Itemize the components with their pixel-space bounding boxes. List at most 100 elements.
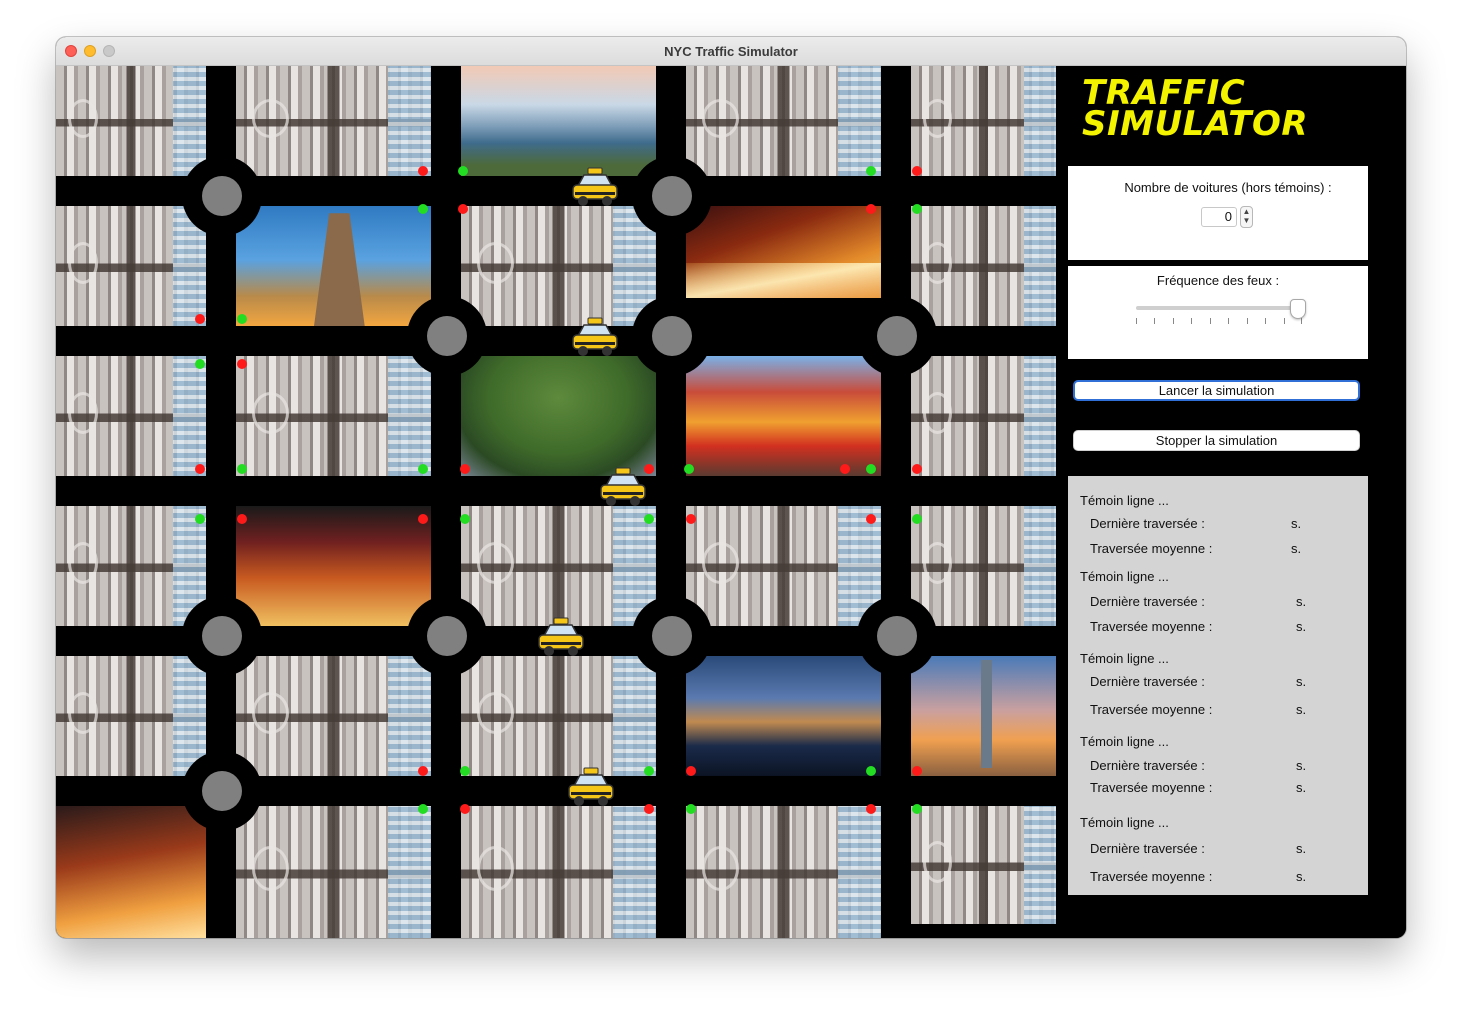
traffic-light-green bbox=[684, 464, 694, 474]
traffic-light-red bbox=[418, 514, 428, 524]
average-crossing-label: Traversée moyenne : bbox=[1090, 702, 1213, 717]
city-block bbox=[56, 506, 206, 626]
city-block bbox=[911, 356, 1056, 476]
minimize-window-button[interactable] bbox=[84, 45, 96, 57]
last-crossing-unit: s. bbox=[1291, 516, 1302, 531]
roundabout-icon bbox=[857, 296, 937, 376]
traffic-light-red bbox=[644, 464, 654, 474]
roundabout-icon bbox=[632, 156, 712, 236]
traffic-light-red bbox=[866, 804, 876, 814]
city-block bbox=[461, 656, 656, 776]
last-crossing-unit: s. bbox=[1296, 594, 1307, 609]
traffic-light-green bbox=[644, 514, 654, 524]
stop-simulation-button[interactable]: Stopper la simulation bbox=[1073, 430, 1360, 451]
traffic-light-red bbox=[866, 204, 876, 214]
city-block bbox=[56, 656, 206, 776]
roundabout-icon bbox=[857, 596, 937, 676]
witness-title: Témoin ligne ... bbox=[1080, 569, 1169, 584]
taxi-icon bbox=[572, 317, 618, 356]
city-block bbox=[911, 206, 1056, 326]
flatiron-building-photo bbox=[236, 206, 431, 326]
brooklyn-bridge-photo bbox=[686, 656, 881, 776]
traffic-light-red bbox=[418, 166, 428, 176]
close-window-button[interactable] bbox=[65, 45, 77, 57]
average-crossing-label: Traversée moyenne : bbox=[1090, 780, 1213, 795]
traffic-light-red bbox=[686, 514, 696, 524]
city-block bbox=[461, 806, 656, 938]
statue-of-liberty-photo bbox=[461, 66, 656, 176]
stepper-arrows[interactable]: ▲ ▼ bbox=[1240, 206, 1253, 228]
traffic-light-green bbox=[912, 204, 922, 214]
control-panel: TRAFFIC SIMULATOR Nombre de voitures (ho… bbox=[1056, 66, 1406, 938]
witness-title: Témoin ligne ... bbox=[1080, 815, 1169, 830]
city-block bbox=[236, 806, 431, 938]
last-crossing-label: Dernière traversée : bbox=[1090, 674, 1205, 689]
average-crossing-label: Traversée moyenne : bbox=[1090, 869, 1213, 884]
traffic-light-red bbox=[460, 804, 470, 814]
witness-stats-panel: Témoin ligne ... Dernière traversée : s.… bbox=[1068, 476, 1368, 895]
times-square-traffic-photo bbox=[56, 806, 206, 938]
city-block bbox=[911, 506, 1056, 626]
frequency-slider-track[interactable] bbox=[1136, 306, 1302, 310]
chevron-up-icon[interactable]: ▲ bbox=[1242, 207, 1251, 216]
traffic-light-green bbox=[912, 514, 922, 524]
last-crossing-unit: s. bbox=[1296, 674, 1307, 689]
traffic-light-red bbox=[644, 804, 654, 814]
city-block bbox=[911, 66, 1056, 176]
logo-line-2: SIMULATOR bbox=[1082, 104, 1309, 144]
logo-line-1: TRAFFIC bbox=[1082, 73, 1246, 113]
traffic-light-green bbox=[686, 804, 696, 814]
city-block bbox=[461, 206, 656, 326]
average-crossing-unit: s. bbox=[1296, 702, 1307, 717]
taxi-icon bbox=[568, 767, 614, 806]
start-simulation-button[interactable]: Lancer la simulation bbox=[1073, 380, 1360, 401]
chevron-down-icon[interactable]: ▼ bbox=[1242, 216, 1251, 225]
traffic-light-green bbox=[644, 766, 654, 776]
traffic-light-red bbox=[458, 204, 468, 214]
roundabout-icon bbox=[182, 596, 262, 676]
roundabout-icon bbox=[407, 596, 487, 676]
traffic-light-red bbox=[237, 359, 247, 369]
traffic-light-green bbox=[237, 314, 247, 324]
traffic-light-green bbox=[237, 464, 247, 474]
traffic-light-red bbox=[912, 766, 922, 776]
last-crossing-label: Dernière traversée : bbox=[1090, 841, 1205, 856]
traffic-light-green bbox=[418, 204, 428, 214]
central-park-photo bbox=[461, 356, 656, 476]
city-block bbox=[236, 66, 431, 176]
city-block bbox=[236, 656, 431, 776]
last-crossing-unit: s. bbox=[1296, 841, 1307, 856]
city-block bbox=[56, 356, 206, 476]
frequency-slider-ticks bbox=[1136, 318, 1302, 324]
average-crossing-unit: s. bbox=[1291, 541, 1302, 556]
witness-title: Témoin ligne ... bbox=[1080, 493, 1169, 508]
frequency-slider-thumb[interactable] bbox=[1290, 299, 1306, 319]
roundabout-icon bbox=[407, 296, 487, 376]
city-block bbox=[461, 506, 656, 626]
average-crossing-label: Traversée moyenne : bbox=[1090, 541, 1213, 556]
last-crossing-label: Dernière traversée : bbox=[1090, 594, 1205, 609]
city-block bbox=[911, 806, 1056, 924]
last-crossing-label: Dernière traversée : bbox=[1090, 758, 1205, 773]
traffic-light-red bbox=[418, 766, 428, 776]
traffic-light-green bbox=[866, 766, 876, 776]
car-count-stepper[interactable]: 0 ▲ ▼ bbox=[1201, 206, 1255, 228]
last-crossing-unit: s. bbox=[1296, 758, 1307, 773]
roundabout-icon bbox=[632, 596, 712, 676]
traffic-light-red bbox=[866, 514, 876, 524]
car-count-field[interactable]: 0 bbox=[1201, 207, 1237, 227]
city-block bbox=[236, 356, 431, 476]
traffic-light-green bbox=[195, 359, 205, 369]
times-square-photo bbox=[686, 206, 881, 298]
roundabout-icon bbox=[182, 751, 262, 831]
traffic-light-green bbox=[418, 804, 428, 814]
traffic-light-red bbox=[686, 766, 696, 776]
traffic-light-red bbox=[912, 166, 922, 176]
traffic-light-green bbox=[458, 166, 468, 176]
car-count-card: Nombre de voitures (hors témoins) : 0 ▲ … bbox=[1068, 166, 1368, 260]
zoom-window-button[interactable] bbox=[103, 45, 115, 57]
city-block bbox=[56, 206, 206, 326]
taxi-icon bbox=[572, 167, 618, 206]
light-frequency-card: Fréquence des feux : bbox=[1068, 266, 1368, 359]
average-crossing-unit: s. bbox=[1296, 869, 1307, 884]
